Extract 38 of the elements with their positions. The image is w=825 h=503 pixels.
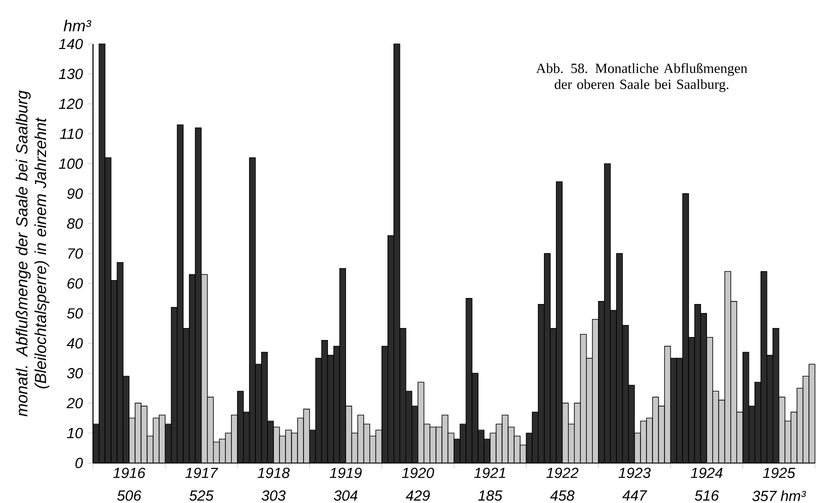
text: 303	[262, 490, 286, 501]
y-tick-label: 40	[66, 338, 83, 348]
y-tick-label: 130	[58, 68, 83, 80]
text: hm³	[64, 20, 92, 32]
text: 447	[622, 490, 648, 500]
x-tick-label: 1916	[113, 468, 146, 478]
y-tick-label: 110	[60, 128, 83, 139]
text: 185	[478, 490, 502, 501]
y-tick-label: 50	[67, 308, 83, 319]
y-tick-label: 60	[67, 278, 83, 289]
y-tick-label: 140	[58, 38, 83, 50]
text: 429	[406, 490, 430, 501]
y-tick-label: 90	[67, 188, 83, 199]
y-tick-label: 10	[67, 428, 83, 438]
x-tick-label: 1917	[185, 468, 218, 478]
x-tick-label: 1925	[762, 468, 796, 478]
x-tick-label: 1922	[546, 468, 578, 478]
y-tick-label: 70	[68, 248, 83, 259]
text: 516	[694, 490, 719, 501]
text: 458	[550, 490, 574, 501]
text: 357 hm³	[752, 490, 806, 502]
x-tick-label: 1918	[258, 468, 290, 478]
text: 525	[189, 490, 214, 501]
y-tick-label: 120	[58, 98, 83, 110]
x-tick-label: 1919	[330, 468, 362, 478]
x-tick-label: 1923	[618, 468, 651, 478]
y-tick-label: 80	[67, 218, 83, 229]
x-tick-label: 1924	[690, 468, 722, 478]
x-tick-label: 1920	[402, 468, 434, 478]
text: Abb. 58. Monatliche Abflußmengen der oberen Saale bei Saalburg.	[536, 63, 748, 92]
y-tick-label: 20	[66, 398, 83, 408]
y-tick-label: 100	[58, 158, 83, 169]
x-tick-label: 1921	[474, 468, 506, 478]
y-tick-label: 30	[67, 368, 83, 378]
y-axis-title: monatl. Abflußmenge der Saale bei Saalburg (Bleilochtalsperre) in einem Jahrzehnt	[16, 90, 50, 416]
y-tick-label: 0	[75, 458, 83, 468]
text: 304	[334, 490, 358, 501]
text: 506	[117, 490, 142, 501]
